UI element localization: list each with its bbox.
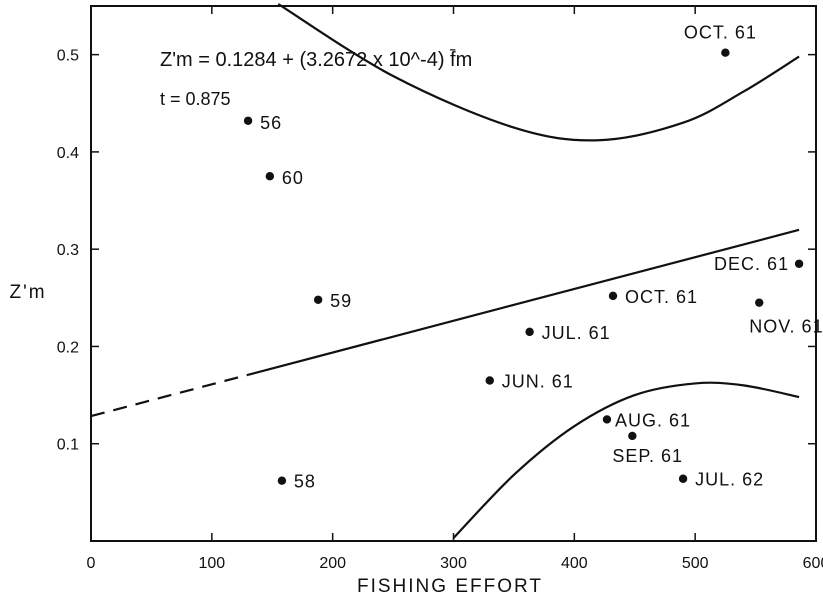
data-point bbox=[794, 259, 804, 268]
x-tick-label: 300 bbox=[440, 555, 467, 572]
confidence-bands bbox=[277, 3, 800, 539]
data-point bbox=[678, 474, 688, 483]
data-point-label: 60 bbox=[282, 168, 304, 188]
y-tick-label: 0.5 bbox=[57, 48, 79, 65]
data-point bbox=[608, 291, 618, 301]
data-point-label: 58 bbox=[294, 472, 316, 492]
data-point-label: JUL. 62 bbox=[695, 470, 764, 490]
data-points: 56 60 59 58 OCT. 61 DEC. 61 OCT. 61 NOV. 61 JUL.… bbox=[243, 23, 823, 492]
x-tick-label: 500 bbox=[682, 555, 709, 572]
data-point bbox=[602, 415, 612, 424]
data-point bbox=[485, 376, 494, 385]
data-point-label: OCT. 61 bbox=[625, 287, 698, 307]
y-tick-label: 0.1 bbox=[57, 437, 79, 454]
x-tick-label: 200 bbox=[319, 555, 346, 572]
data-point bbox=[265, 172, 275, 181]
y-tick-label: 0.3 bbox=[57, 242, 79, 259]
x-tick-label: 400 bbox=[561, 555, 588, 572]
data-point-label: AUG. 61 bbox=[615, 410, 691, 430]
lower-confidence-curve bbox=[452, 381, 800, 539]
y-tick-label: 0.2 bbox=[57, 339, 79, 356]
data-point bbox=[277, 476, 287, 485]
t-value-text: t = 0.875 bbox=[160, 89, 231, 109]
data-point bbox=[525, 327, 534, 337]
regression-line-group bbox=[90, 228, 800, 418]
data-point bbox=[755, 298, 764, 307]
data-point bbox=[243, 116, 253, 125]
x-axis-title: FISHING EFFORT bbox=[357, 576, 543, 597]
data-point-label: JUL. 61 bbox=[542, 323, 611, 343]
upper-confidence-curve bbox=[277, 3, 800, 142]
regression-line-dashed bbox=[90, 373, 249, 418]
data-point-label: SEP. 61 bbox=[612, 446, 683, 466]
equation-annotation: Z'm = 0.1284 + (3.2672 x 10^-4) f̄m t = … bbox=[160, 48, 472, 109]
plot-frame bbox=[90, 5, 817, 542]
data-point bbox=[721, 48, 730, 57]
equation-text: Z'm = 0.1284 + (3.2672 x 10^-4) f̄m bbox=[160, 48, 472, 71]
x-tick-label: 100 bbox=[198, 555, 225, 572]
data-point bbox=[313, 295, 323, 304]
x-tick-label: 600 bbox=[803, 555, 823, 572]
y-tick-label: 0.4 bbox=[57, 145, 79, 162]
data-point-label: JUN. 61 bbox=[502, 372, 574, 392]
regression-line-solid bbox=[247, 228, 800, 376]
data-point-label: NOV. 61 bbox=[749, 317, 823, 337]
data-point-label: OCT. 61 bbox=[684, 23, 757, 43]
data-point-label: 56 bbox=[260, 113, 282, 133]
y-axis-title: Z'm bbox=[9, 282, 46, 303]
data-point-label: 59 bbox=[330, 291, 352, 311]
data-point-label: DEC. 61 bbox=[714, 254, 789, 274]
data-point bbox=[628, 431, 637, 441]
x-tick-label: 0 bbox=[87, 555, 96, 572]
axes: 0 100 200 300 400 500 600 0.1 0.2 0.3 0.4 0.5 bbox=[57, 5, 823, 572]
